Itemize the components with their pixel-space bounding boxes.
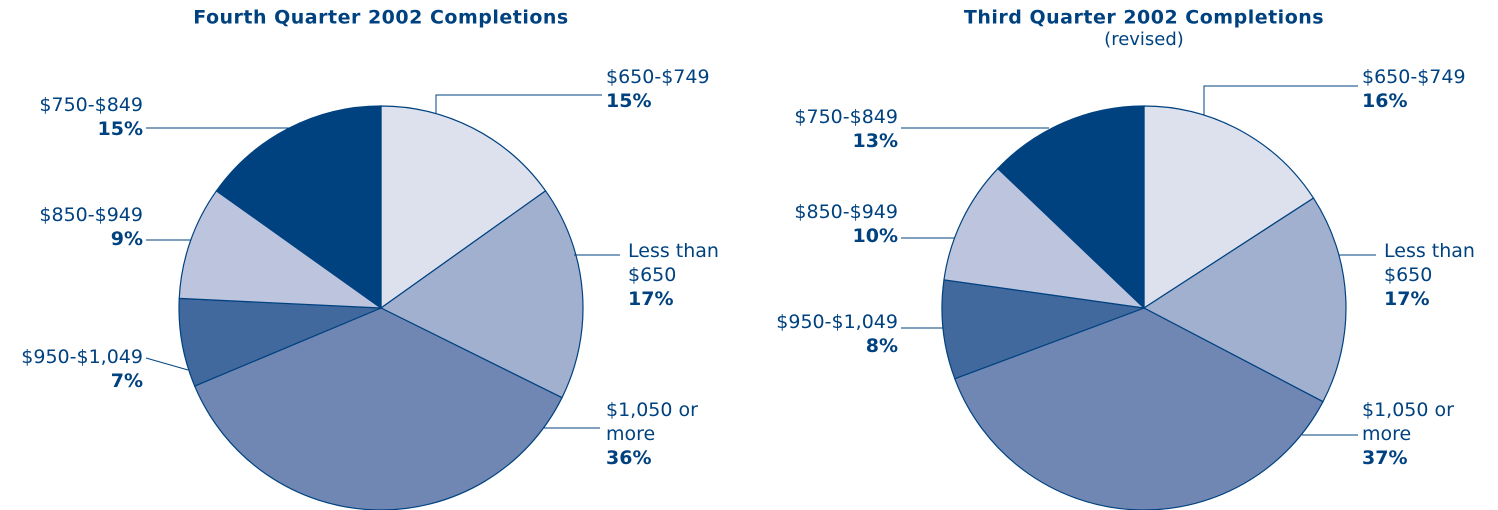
value-label: 10% bbox=[852, 225, 898, 247]
leader-line bbox=[145, 357, 189, 371]
value-label: 17% bbox=[628, 288, 674, 310]
value-label: 8% bbox=[865, 335, 898, 357]
pie-slice bbox=[941, 279, 1145, 380]
pie-slice bbox=[943, 167, 1146, 309]
pie-slice bbox=[178, 189, 384, 309]
pie-slice bbox=[215, 105, 382, 310]
pie-slice bbox=[380, 105, 547, 310]
value-label: 15% bbox=[97, 118, 143, 140]
chart-title: Third Quarter 2002 Completions bbox=[964, 7, 1324, 29]
category-label: Less than $650 bbox=[1384, 240, 1475, 286]
category-label: $850-$949 bbox=[794, 201, 898, 223]
category-label: $850-$949 bbox=[39, 204, 143, 226]
pie-slice bbox=[1142, 197, 1347, 403]
pie-slice bbox=[379, 189, 584, 399]
category-label: $1,050 or more bbox=[1362, 399, 1454, 445]
value-label: 16% bbox=[1362, 90, 1408, 112]
chart-subtitle: (revised) bbox=[1104, 29, 1184, 50]
slice-label: $850-$949 10% bbox=[794, 200, 898, 248]
slice-label: $650-$749 16% bbox=[1362, 65, 1466, 113]
category-label: $1,050 or more bbox=[606, 399, 698, 445]
category-label: $950-$1,049 bbox=[21, 346, 143, 368]
slice-label: $750-$849 13% bbox=[794, 105, 898, 153]
value-label: 9% bbox=[110, 228, 143, 250]
category-label: $650-$749 bbox=[1362, 66, 1466, 88]
category-label: $950-$1,049 bbox=[776, 311, 898, 333]
chart-title: Fourth Quarter 2002 Completions bbox=[193, 7, 568, 29]
value-label: 17% bbox=[1384, 288, 1430, 310]
slice-label: $650-$749 15% bbox=[606, 65, 710, 113]
value-label: 37% bbox=[1362, 447, 1408, 469]
slice-label: $750-$849 15% bbox=[39, 93, 143, 141]
category-label: $750-$849 bbox=[39, 94, 143, 116]
value-label: 15% bbox=[606, 90, 652, 112]
pie-slice bbox=[997, 105, 1145, 310]
slice-label: $1,050 or more 37% bbox=[1362, 398, 1462, 470]
leader-line bbox=[1203, 85, 1358, 115]
leader-line bbox=[435, 94, 602, 113]
slice-label: $850-$949 9% bbox=[39, 203, 143, 251]
slice-label: Less than $650 17% bbox=[1384, 239, 1484, 311]
category-label: $650-$749 bbox=[606, 66, 710, 88]
slice-label: $950-$1,049 7% bbox=[21, 345, 143, 393]
value-label: 36% bbox=[606, 447, 652, 469]
category-label: Less than $650 bbox=[628, 240, 719, 286]
slice-label: $950-$1,049 8% bbox=[776, 310, 898, 358]
slice-label: $1,050 or more 36% bbox=[606, 398, 706, 470]
category-label: $750-$849 bbox=[794, 106, 898, 128]
slice-label: Less than $650 17% bbox=[628, 239, 728, 311]
value-label: 13% bbox=[852, 130, 898, 152]
value-label: 7% bbox=[110, 370, 143, 392]
pie-slice bbox=[1143, 105, 1315, 310]
